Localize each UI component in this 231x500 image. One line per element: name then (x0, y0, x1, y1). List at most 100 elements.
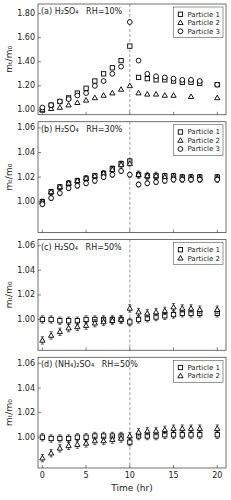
legend: Particle 1Particle 2 (173, 360, 223, 382)
error-bar-cap (181, 317, 184, 318)
panel-title: (c) H₂SO₄ RH=50% (41, 243, 122, 252)
error-bar-cap (50, 323, 53, 324)
error-bar-cap (146, 317, 149, 318)
data-point (162, 93, 167, 98)
legend-marker (178, 130, 182, 134)
data-point (58, 99, 62, 103)
data-point (180, 306, 185, 311)
data-point (197, 79, 202, 84)
data-point (110, 437, 115, 442)
error-bar-cap (198, 317, 201, 318)
error-bar-cap (50, 456, 53, 457)
data-point (84, 435, 88, 439)
data-point (40, 455, 45, 460)
error-bar-cap (146, 179, 149, 180)
data-point (197, 307, 202, 312)
error-bar-cap (111, 432, 114, 433)
data-point (75, 442, 80, 447)
data-point (75, 178, 80, 183)
error-bar-cap (189, 438, 192, 439)
error-bar-cap (58, 324, 61, 325)
error-bar-cap (111, 443, 114, 444)
y-tick (38, 61, 41, 62)
data-point (153, 309, 158, 314)
data-point (154, 315, 158, 319)
data-point (83, 323, 88, 328)
x-tick (217, 112, 218, 115)
data-point (84, 86, 88, 90)
data-point (83, 441, 88, 446)
error-bar (181, 431, 184, 438)
x-tick (129, 112, 130, 115)
error-bar-cap (154, 320, 157, 321)
legend: Particle 1Particle 2Particle 3 (173, 125, 223, 156)
error-bar-cap (163, 319, 166, 320)
data-point (189, 433, 193, 437)
error-bar-cap (58, 452, 61, 453)
data-point (215, 307, 220, 312)
y-tick-label: 1.04 (17, 266, 35, 275)
data-point (136, 172, 141, 177)
error-bar (76, 434, 79, 441)
legend: Particle 1Particle 2 (173, 243, 223, 265)
y-tick-label: 1.00 (17, 315, 35, 324)
data-point (49, 196, 54, 201)
data-point (66, 186, 71, 191)
error-bar-cap (93, 432, 96, 433)
plot-marks (40, 240, 220, 351)
data-point (84, 91, 89, 96)
data-point (57, 105, 62, 110)
data-point (145, 428, 150, 433)
data-point (92, 95, 97, 100)
data-point (162, 427, 167, 432)
legend-box (173, 7, 223, 38)
error-bar-cap (102, 432, 105, 433)
data-point (66, 181, 71, 186)
y-tick-label: 1.04 (17, 384, 35, 393)
error-bar-cap (128, 445, 131, 446)
y-tick-label: 1.02 (17, 173, 35, 182)
error-bar-cap (119, 323, 122, 324)
data-point (154, 434, 158, 438)
data-point (162, 308, 167, 313)
chart-figure: 1.001.201.401.601.80mₜ/m₀(a) H₂SO₄ RH=10… (0, 0, 231, 500)
error-bar (102, 175, 105, 180)
data-point (171, 304, 176, 309)
data-point (110, 317, 114, 321)
x-tick (173, 465, 174, 468)
legend-label: Particle 1 (187, 246, 220, 254)
data-point (110, 318, 115, 323)
data-point (163, 174, 167, 178)
error-bar-cap (216, 432, 219, 433)
data-point (145, 174, 149, 178)
data-point (145, 311, 150, 316)
data-point (189, 177, 194, 182)
error-bar-cap (154, 439, 157, 440)
legend-label: Particle 3 (187, 28, 220, 36)
error-bar-cap (102, 325, 105, 326)
data-point (180, 433, 184, 437)
data-point (58, 436, 62, 440)
data-point (163, 433, 167, 437)
data-point (110, 90, 115, 95)
error-bar-cap (93, 444, 96, 445)
error-bar-cap (216, 317, 219, 318)
error-bar-cap (41, 440, 44, 441)
x-tick (42, 230, 43, 233)
legend-marker (178, 373, 183, 378)
error-bar-cap (189, 312, 192, 313)
data-point (49, 103, 53, 107)
reference-line (129, 240, 130, 351)
error-bar (119, 169, 122, 174)
legend-label: Particle 1 (187, 11, 220, 19)
legend-label: Particle 1 (187, 128, 220, 136)
data-point (197, 177, 202, 182)
error-bar (67, 435, 70, 442)
series (40, 161, 220, 204)
y-tick (38, 412, 41, 413)
plot-marks (40, 357, 220, 468)
x-tick (129, 347, 130, 350)
error-bar-cap (128, 439, 131, 440)
error-bar-cap (41, 461, 44, 462)
error-bar-cap (93, 315, 96, 316)
